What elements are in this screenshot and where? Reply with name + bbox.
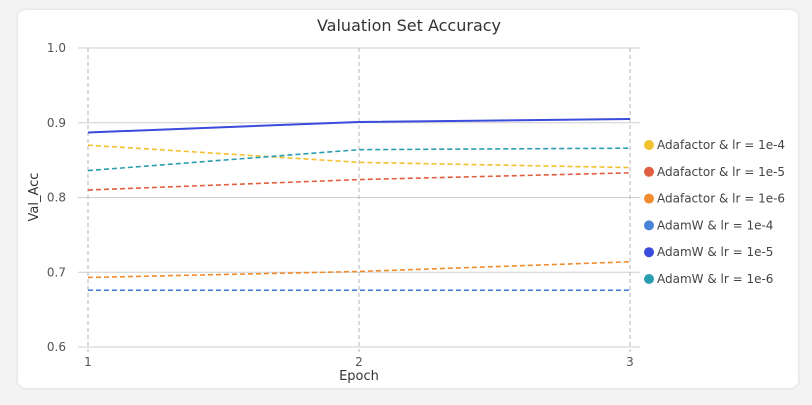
grid — [78, 47, 640, 352]
legend-marker — [644, 274, 654, 284]
legend-marker — [644, 247, 654, 258]
chart-card — [18, 10, 798, 388]
legend-marker — [644, 193, 654, 204]
legend-label: Adafactor & lr = 1e-4 — [657, 138, 785, 152]
y-tick-label: 0.8 — [47, 191, 66, 205]
legend-marker — [644, 140, 654, 150]
series-lines — [87, 118, 631, 291]
x-tick-label: 3 — [626, 355, 634, 369]
series-line — [87, 172, 631, 191]
legend-label: AdamW & lr = 1e-6 — [657, 272, 773, 286]
series-line — [87, 260, 631, 279]
y-tick-label: 1.0 — [47, 41, 66, 55]
series-line — [87, 144, 631, 169]
legend-label: Adafactor & lr = 1e-5 — [657, 165, 785, 179]
x-tick-label: 2 — [355, 355, 363, 369]
chart-title: Valuation Set Accuracy — [317, 16, 501, 35]
y-tick-label: 0.7 — [47, 265, 66, 279]
y-tick-label: 0.6 — [47, 340, 66, 354]
series-line — [87, 118, 631, 134]
legend-label: Adafactor & lr = 1e-6 — [657, 192, 785, 206]
axes: 0.6 0.7 0.8 0.9 1.0 1 2 3 — [47, 41, 634, 369]
y-tick-label: 0.9 — [47, 116, 66, 130]
legend: Adafactor & lr = 1e-4 Adafactor & lr = 1e… — [644, 138, 785, 286]
x-tick-label: 1 — [84, 355, 92, 369]
y-axis-title: Val_Acc — [27, 173, 42, 222]
x-axis-title: Epoch — [339, 369, 379, 384]
legend-label: AdamW & lr = 1e-5 — [657, 245, 773, 259]
legend-marker — [644, 166, 654, 177]
legend-marker — [644, 220, 654, 231]
legend-label: AdamW & lr = 1e-4 — [657, 218, 773, 232]
series-line — [87, 147, 631, 172]
